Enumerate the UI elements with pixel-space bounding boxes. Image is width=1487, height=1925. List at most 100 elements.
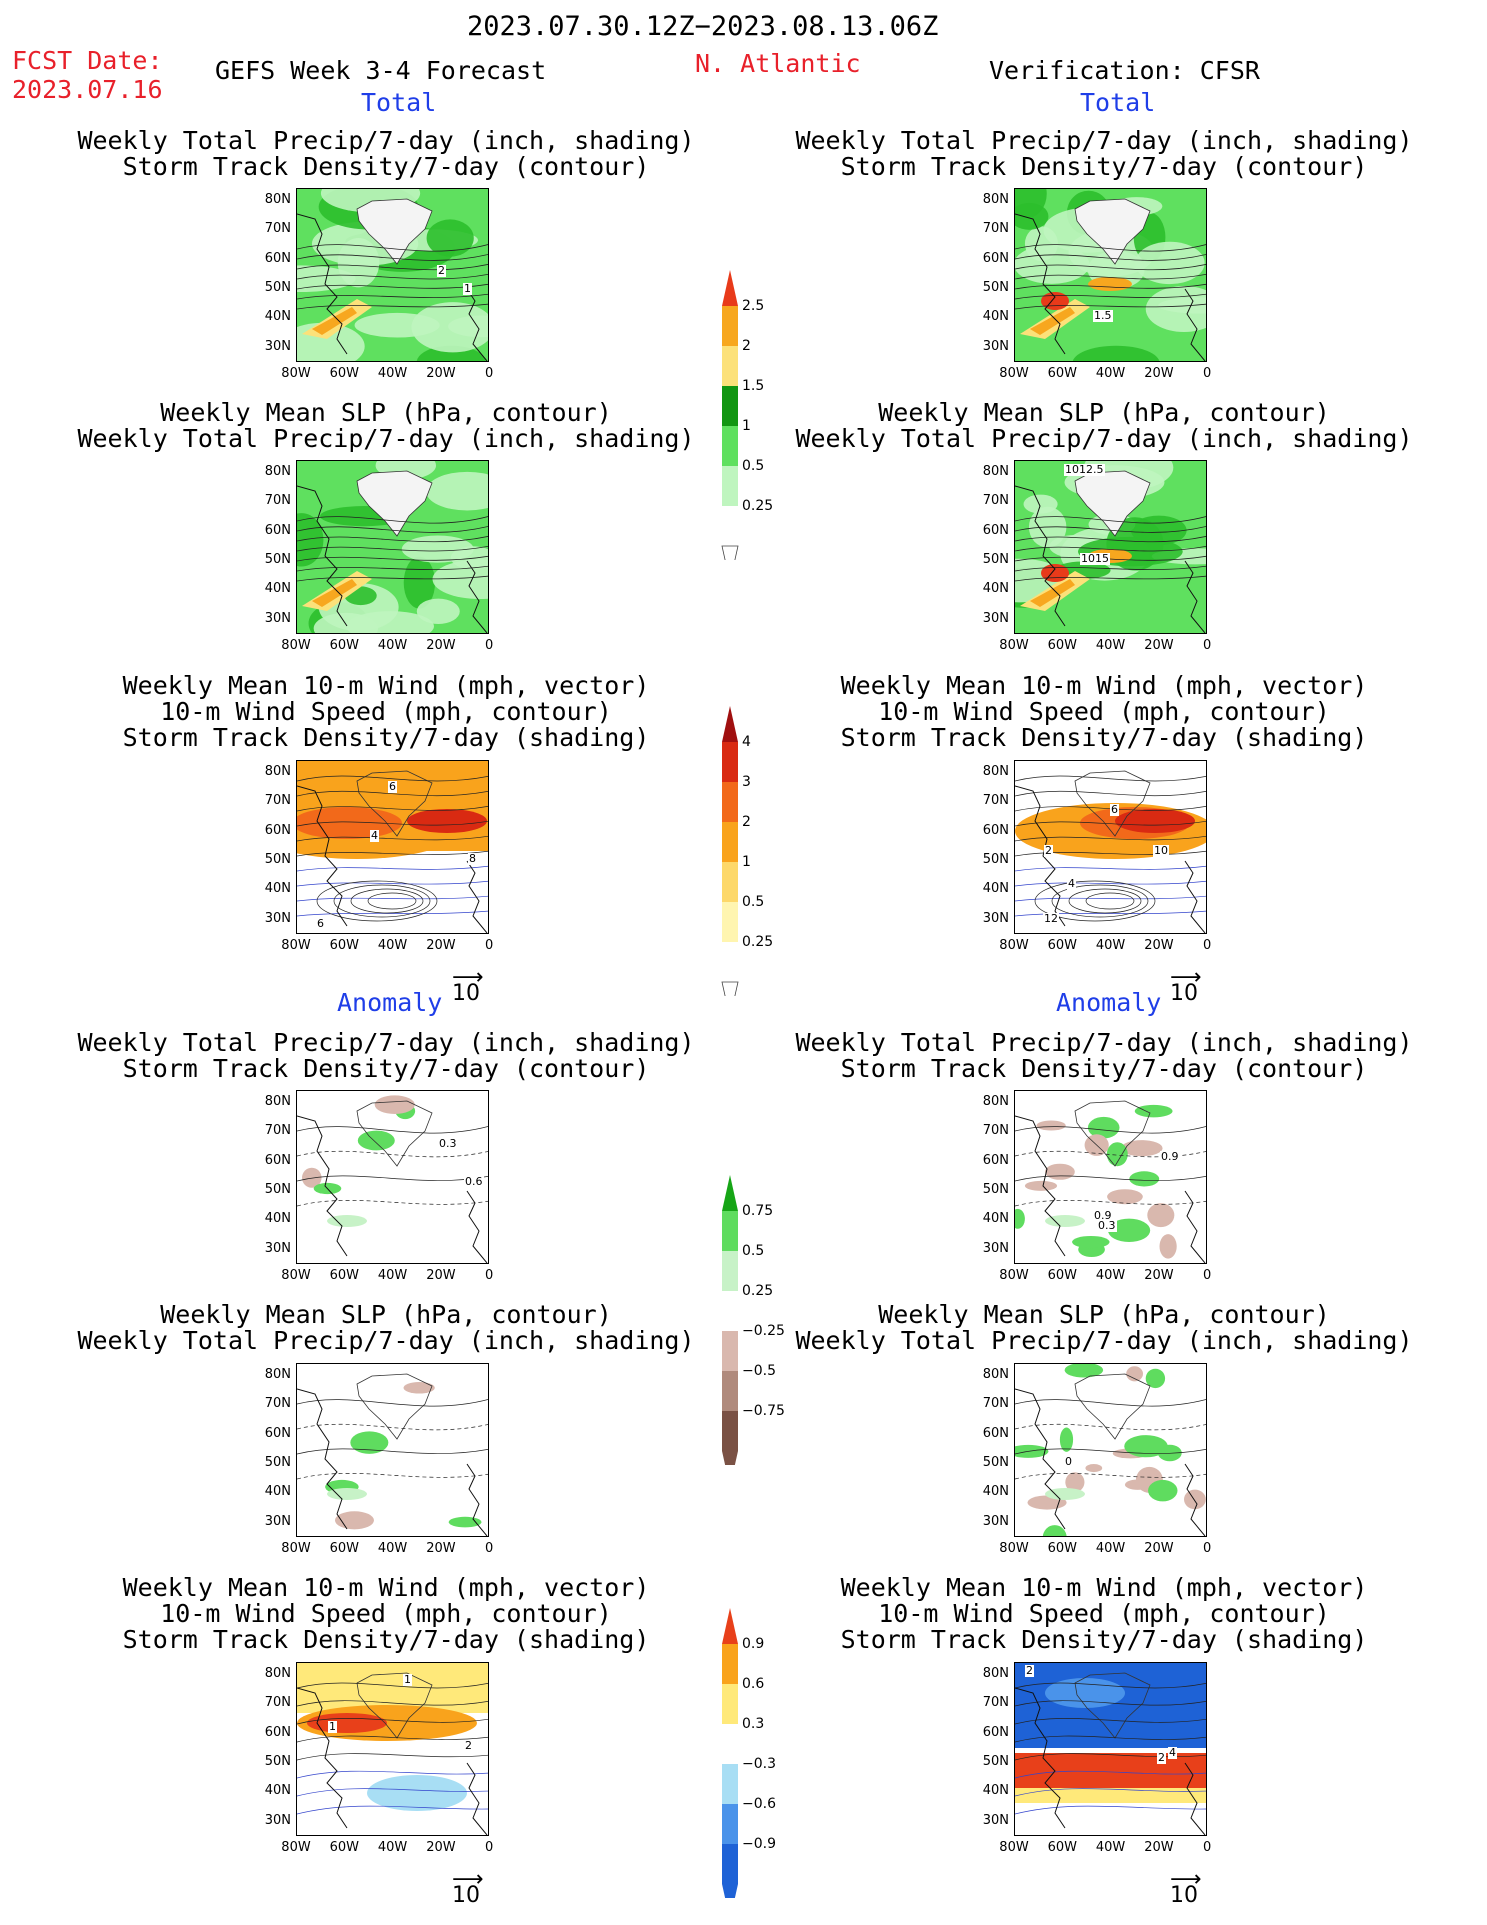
y-tick-label: 30N bbox=[982, 910, 1009, 926]
y-tick-label: 40N bbox=[982, 1783, 1009, 1799]
map-ob-wind-track-total bbox=[1014, 760, 1207, 934]
y-tick-label: 30N bbox=[982, 1513, 1009, 1529]
colorbar-tick-label: 0.5 bbox=[742, 458, 765, 474]
contour-label: 6 bbox=[316, 917, 325, 930]
y-tick-label: 80N bbox=[264, 1094, 291, 1109]
x-tick-label: 40W bbox=[1095, 638, 1126, 653]
contour-label: 1.5 bbox=[1093, 309, 1113, 322]
x-tick-label: 20W bbox=[1144, 1541, 1174, 1556]
contour-label: 1 bbox=[328, 1720, 337, 1733]
y-tick-label: 30N bbox=[264, 1513, 291, 1529]
x-tick-label: 80W bbox=[999, 938, 1029, 953]
colorbar-tick-label: 0.25 bbox=[742, 1283, 774, 1299]
colorbar-precip-anom bbox=[722, 1175, 738, 1465]
map-graphic bbox=[1015, 189, 1206, 361]
map-graphic bbox=[297, 1091, 488, 1263]
x-tick-label: 60W bbox=[1047, 1840, 1077, 1855]
x-tick-label: 80W bbox=[999, 366, 1029, 381]
x-tick-label: 80W bbox=[281, 638, 311, 653]
map-graphic bbox=[297, 189, 488, 361]
contour-label: 1015 bbox=[1080, 552, 1110, 565]
x-tick-label: 20W bbox=[426, 366, 456, 381]
x-tick-label: 40W bbox=[377, 938, 408, 953]
contour-label: 0.6 bbox=[464, 1175, 484, 1188]
y-tick-label: 50N bbox=[982, 1454, 1009, 1470]
x-tick-label: 0 bbox=[485, 638, 494, 653]
x-tick-label: 60W bbox=[329, 1840, 359, 1855]
x-tick-label: 60W bbox=[329, 638, 359, 653]
title-ob-wind-track-total: Weekly Mean 10-m Wind (mph, vector) 10-m… bbox=[840, 671, 1368, 752]
colorbar-tick-label: 3 bbox=[742, 774, 751, 790]
y-tick-label: 80N bbox=[982, 1367, 1009, 1382]
y-tick-label: 80N bbox=[982, 464, 1009, 479]
contour-label: 4 bbox=[370, 829, 379, 842]
y-tick-label: 70N bbox=[982, 1396, 1009, 1412]
x-tick-label: 40W bbox=[1095, 1541, 1126, 1556]
x-tick-label: 80W bbox=[281, 1268, 311, 1283]
y-tick-label: 40N bbox=[264, 309, 291, 325]
y-tick-label: 50N bbox=[264, 1454, 291, 1470]
x-tick-label: 20W bbox=[426, 638, 456, 653]
x-tick-label: 60W bbox=[1047, 1268, 1077, 1283]
x-tick-label: 80W bbox=[999, 638, 1029, 653]
fcst-date-label: FCST Date: bbox=[12, 46, 163, 75]
x-tick-label: 0 bbox=[1203, 938, 1212, 953]
title-fc-precip-track-total: Weekly Total Precip/7-day (inch, shading… bbox=[77, 126, 695, 181]
x-tick-label: 40W bbox=[377, 1268, 408, 1283]
y-tick-label: 60N bbox=[982, 1724, 1009, 1740]
y-tick-label: 60N bbox=[982, 1425, 1009, 1441]
title-fc-wind-track-total: Weekly Mean 10-m Wind (mph, vector) 10-m… bbox=[122, 671, 650, 752]
map-graphic bbox=[1015, 1364, 1206, 1536]
x-tick-label: 80W bbox=[281, 938, 311, 953]
x-tick-label: 0 bbox=[1203, 1268, 1212, 1283]
y-tick-label: 40N bbox=[982, 881, 1009, 897]
x-tick-label: 80W bbox=[281, 1541, 311, 1556]
x-tick-label: 60W bbox=[1047, 938, 1077, 953]
colorbar-track-total bbox=[721, 706, 739, 996]
y-tick-label: 40N bbox=[264, 581, 291, 597]
y-tick-label: 70N bbox=[982, 221, 1009, 237]
colorbar-tick-label: 2 bbox=[742, 814, 751, 830]
y-tick-label: 50N bbox=[264, 1181, 291, 1197]
x-tick-label: 0 bbox=[485, 938, 494, 953]
x-tick-label: 20W bbox=[426, 1541, 456, 1556]
contour-label: 2 bbox=[464, 1739, 473, 1752]
y-tick-label: 80N bbox=[264, 764, 291, 779]
x-tick-label: 60W bbox=[329, 366, 359, 381]
y-tick-label: 50N bbox=[982, 1181, 1009, 1197]
contour-label: 6 bbox=[1110, 803, 1119, 816]
x-tick-label: 20W bbox=[1144, 366, 1174, 381]
y-tick-label: 40N bbox=[982, 309, 1009, 325]
y-tick-label: 30N bbox=[982, 1812, 1009, 1828]
y-tick-label: 80N bbox=[982, 1094, 1009, 1109]
y-tick-label: 50N bbox=[982, 851, 1009, 867]
y-tick-label: 60N bbox=[982, 250, 1009, 266]
y-tick-label: 40N bbox=[982, 581, 1009, 597]
y-tick-label: 30N bbox=[264, 910, 291, 926]
y-tick-label: 50N bbox=[264, 279, 291, 295]
colorbar-tick-label: −0.9 bbox=[742, 1836, 776, 1852]
map-ob-slp-precip-total bbox=[1014, 460, 1207, 634]
x-tick-label: 60W bbox=[1047, 366, 1077, 381]
colorbar-tick-label: 1 bbox=[742, 854, 751, 870]
y-tick-label: 30N bbox=[982, 1240, 1009, 1256]
title-fc-precip-track-anom: Weekly Total Precip/7-day (inch, shading… bbox=[77, 1028, 695, 1083]
x-tick-label: 80W bbox=[999, 1840, 1029, 1855]
colorbar-precip-total bbox=[721, 270, 739, 560]
map-fc-wind-track-anom bbox=[296, 1662, 489, 1836]
colorbar-tick-label: 0.6 bbox=[742, 1676, 765, 1692]
x-tick-label: 40W bbox=[1095, 1268, 1126, 1283]
x-tick-label: 20W bbox=[1144, 1268, 1174, 1283]
contour-label: 4 bbox=[1168, 1746, 1177, 1759]
map-graphic bbox=[1015, 1663, 1206, 1835]
contour-label: 1 bbox=[403, 1673, 412, 1686]
colorbar-tick-label: 0.3 bbox=[742, 1716, 765, 1732]
map-graphic bbox=[1015, 461, 1206, 633]
x-tick-label: 40W bbox=[1095, 1840, 1126, 1855]
y-tick-label: 70N bbox=[982, 1695, 1009, 1711]
contour-label: 0 bbox=[1064, 1455, 1073, 1468]
colorbar-tick-label: 0.25 bbox=[742, 498, 774, 514]
y-tick-label: 70N bbox=[264, 221, 291, 237]
colorbar-tick-label: −0.5 bbox=[742, 1363, 776, 1379]
x-tick-label: 80W bbox=[999, 1541, 1029, 1556]
